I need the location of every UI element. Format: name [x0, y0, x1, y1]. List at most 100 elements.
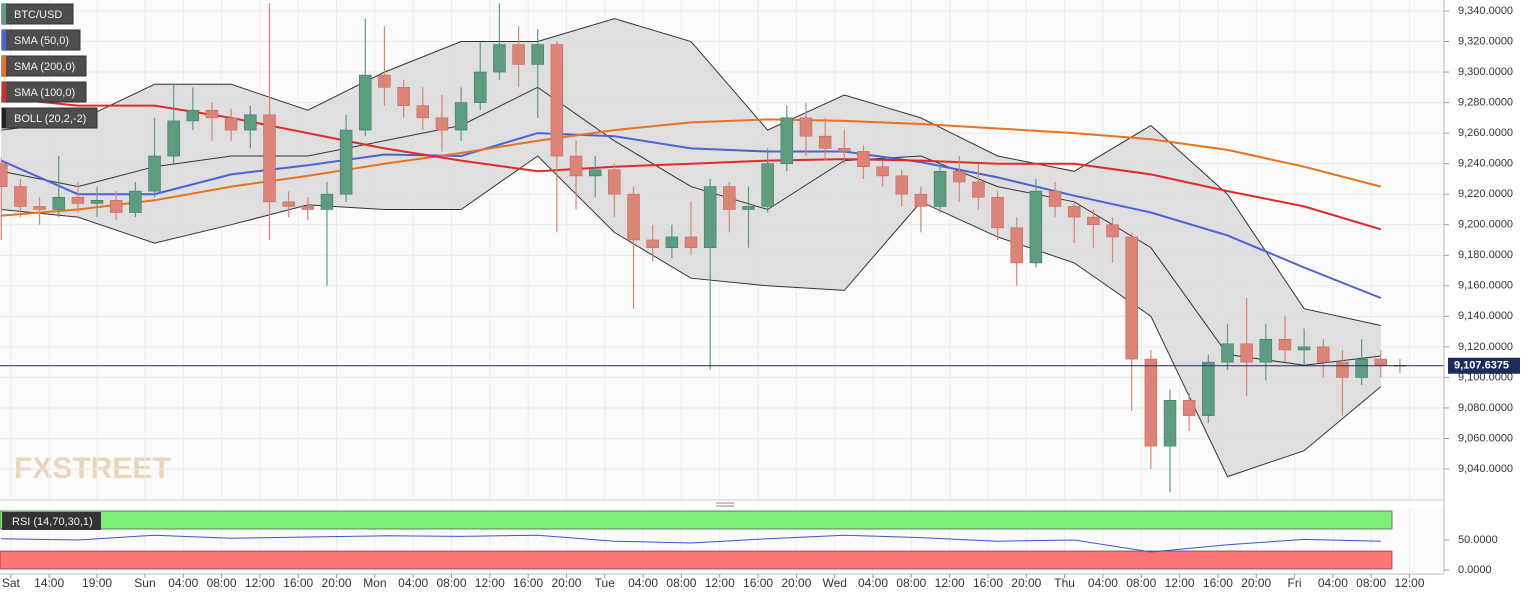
candle-body — [359, 74, 372, 131]
bollinger-lower — [1, 155, 1382, 478]
candle-body — [474, 71, 487, 103]
x-tick-label: 08:00 — [207, 576, 237, 590]
x-tick-label: 08:00 — [666, 576, 696, 590]
legend-swatch — [2, 30, 6, 50]
x-tick-label: 12:00 — [245, 576, 275, 590]
x-tick-label: 04:00 — [1318, 576, 1348, 590]
candle-body — [454, 102, 468, 131]
candle-body — [320, 193, 334, 210]
candle-body — [933, 170, 947, 207]
y-tick-label: 9,200.0000 — [1458, 219, 1513, 231]
candle-body — [1067, 206, 1081, 218]
x-tick-label: Fri — [1288, 576, 1302, 590]
candle-body — [1355, 358, 1368, 378]
candle-body — [0, 163, 8, 187]
legend-label: SMA (100,0) — [14, 87, 75, 99]
x-tick-label: 04:00 — [1088, 576, 1118, 590]
x-tick-label: 16:00 — [513, 576, 543, 590]
x-tick-label: 12:00 — [475, 576, 505, 590]
legend-label: SMA (200,0) — [14, 61, 75, 73]
x-tick-label: 20:00 — [1011, 576, 1041, 590]
x-tick-label: Mon — [363, 576, 386, 590]
x-tick-label: 12:00 — [1165, 576, 1195, 590]
candle-body — [1125, 236, 1138, 360]
candle-body — [799, 117, 813, 137]
candle-body — [991, 196, 1004, 229]
x-tick-label: 19:00 — [82, 576, 112, 590]
last-price-box — [1448, 357, 1520, 374]
candle-body — [1240, 343, 1253, 363]
candle-body — [1278, 338, 1292, 351]
candle-body — [895, 175, 909, 195]
candle-body — [71, 196, 85, 204]
y-tick-label: 9,220.0000 — [1458, 188, 1513, 200]
candle-body — [1029, 190, 1043, 264]
y-tick-label: 9,140.0000 — [1458, 310, 1513, 322]
candle-body — [742, 206, 755, 210]
candle-body — [1163, 400, 1177, 447]
candle-body — [1317, 346, 1330, 363]
candle-body — [301, 206, 315, 210]
x-tick-label: 20:00 — [551, 576, 581, 590]
y-tick-label: 9,280.0000 — [1458, 97, 1513, 109]
candle-body — [186, 109, 200, 122]
overbought-band — [0, 510, 1393, 530]
candle-body — [397, 87, 410, 106]
x-tick-label: 04:00 — [628, 576, 658, 590]
candle-body — [129, 190, 142, 213]
candle-body — [608, 169, 621, 195]
x-tick-label: 16:00 — [743, 576, 773, 590]
candle-body — [378, 74, 391, 88]
y-tick-label: 9,080.0000 — [1458, 402, 1513, 414]
candle-body — [416, 105, 430, 119]
legend-swatch — [2, 4, 6, 24]
candle-body — [224, 117, 238, 131]
candle-body — [1259, 338, 1273, 363]
candle-body — [90, 200, 104, 204]
x-tick-label: 04:00 — [168, 576, 198, 590]
watermark: FXSTREET — [14, 452, 171, 485]
candle-body — [205, 109, 219, 119]
y-tick-label: 9,340.0000 — [1458, 5, 1513, 17]
candle-body — [684, 236, 698, 248]
y-tick-label: 9,300.0000 — [1458, 66, 1513, 78]
rsi-line — [1, 534, 1381, 553]
x-tick-label: 16:00 — [283, 576, 313, 590]
legend-label: BOLL (20,2,-2) — [14, 113, 86, 125]
legend-box — [2, 512, 101, 530]
candle-body — [1106, 224, 1119, 238]
y-tick-label: 9,180.0000 — [1458, 249, 1513, 261]
x-tick-label: 20:00 — [781, 576, 811, 590]
candle-body — [550, 44, 564, 157]
candle-body — [818, 135, 832, 149]
x-tick-label: 04:00 — [398, 576, 428, 590]
candle-body — [435, 117, 449, 131]
legend-swatch — [2, 56, 6, 76]
x-tick-label: 16:00 — [973, 576, 1003, 590]
x-tick-label: 20:00 — [1241, 576, 1271, 590]
candle-body — [665, 236, 679, 248]
candle-body — [972, 181, 985, 198]
candle-body — [531, 44, 544, 65]
y-tick-label: 9,100.0000 — [1458, 371, 1513, 383]
candle-body — [953, 170, 966, 183]
candle-body — [493, 44, 506, 73]
y-tick-label: 9,040.0000 — [1458, 463, 1513, 475]
y-tick-label: 9,320.0000 — [1458, 35, 1513, 47]
x-tick-label: 16:00 — [1203, 576, 1233, 590]
oversold-band — [0, 550, 1393, 570]
candle-body — [282, 201, 295, 207]
candle-body — [627, 193, 640, 241]
x-tick-label: Tue — [595, 576, 616, 590]
candle-body — [1202, 361, 1215, 416]
candle-body — [1048, 190, 1062, 207]
x-tick-label: 08:00 — [1126, 576, 1156, 590]
candle-body — [1336, 361, 1349, 378]
x-tick-label: 12:00 — [935, 576, 965, 590]
candle-body — [167, 120, 180, 157]
candle-body — [109, 200, 123, 213]
legend-swatch — [2, 82, 6, 102]
legend-label: RSI (14,70,30,1) — [12, 516, 93, 528]
candle-body — [148, 155, 161, 192]
